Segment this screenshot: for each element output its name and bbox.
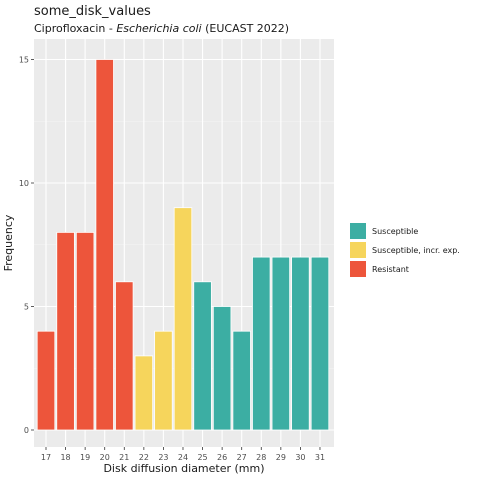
x-tick-label: 30: [295, 453, 305, 462]
x-tick-label: 26: [217, 453, 227, 462]
x-tick-label: 28: [256, 453, 266, 462]
bar-23: [154, 330, 173, 431]
x-tick-label: 22: [139, 453, 149, 462]
x-tick-label: 27: [237, 453, 247, 462]
legend-key-R: [350, 261, 366, 277]
chart-title: some_disk_values: [34, 4, 151, 19]
bar-20: [95, 59, 114, 431]
y-axis-title: Frequency: [2, 214, 15, 271]
y-tick-label: 10: [19, 179, 29, 188]
bar-31: [310, 256, 330, 431]
x-tick-label: 17: [41, 453, 51, 462]
x-tick-label: 21: [119, 453, 129, 462]
y-tick-label: 15: [19, 56, 29, 65]
x-axis-title: Disk diffusion diameter (mm): [103, 462, 264, 475]
legend-key-I: [350, 242, 366, 258]
y-tick-label: 5: [24, 303, 29, 312]
legend-label: Resistant: [372, 265, 409, 274]
bar-28: [252, 256, 271, 431]
legend-label: Susceptible, incr. exp.: [372, 246, 460, 255]
x-axis: 17 18 19 20 21 22 23 24 25 26 27 28 29 30 31: [41, 447, 325, 462]
bar-19: [75, 231, 95, 431]
bar-26: [212, 306, 232, 431]
x-tick-label: 24: [178, 453, 188, 462]
x-tick-label: 31: [315, 453, 325, 462]
bar-25: [193, 281, 212, 431]
bar-17: [36, 330, 56, 431]
legend-label: Susceptible: [372, 227, 418, 236]
bars: [36, 59, 330, 431]
y-tick-label: 0: [24, 426, 29, 435]
x-tick-label: 23: [158, 453, 168, 462]
bar-18: [56, 231, 75, 431]
bar-27: [232, 330, 251, 431]
legend: Susceptible Susceptible, incr. exp. Resist…: [350, 223, 460, 277]
bar-22: [134, 355, 154, 431]
bar-21: [115, 281, 134, 431]
x-tick-label: 25: [197, 453, 207, 462]
x-tick-label: 29: [276, 453, 286, 462]
x-tick-label: 20: [100, 453, 110, 462]
x-tick-label: 18: [60, 453, 70, 462]
chart-subtitle: Ciprofloxacin - Escherichia coli (EUCAST…: [34, 22, 289, 35]
bar-29: [271, 256, 291, 431]
legend-key-S: [350, 223, 366, 239]
bar-24: [173, 207, 193, 431]
y-axis: 0 5 10 15: [19, 56, 34, 435]
bar-30: [291, 256, 310, 431]
x-tick-label: 19: [80, 453, 90, 462]
